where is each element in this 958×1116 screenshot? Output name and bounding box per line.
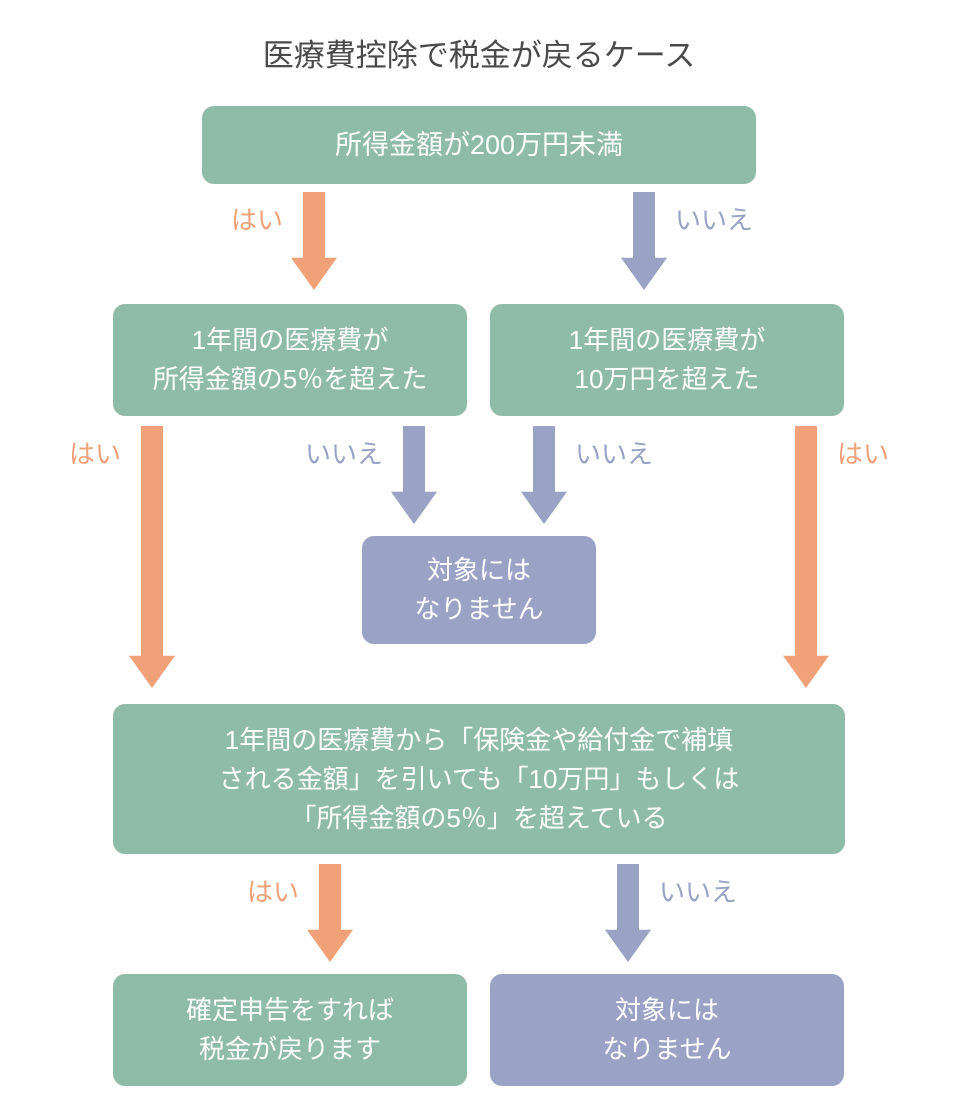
arrow-a7 bbox=[307, 864, 353, 962]
flow-node-text: 1年間の医療費が 10万円を超えた bbox=[569, 321, 765, 399]
flow-node-n4: 1年間の医療費から「保険金や給付金で補填 される金額」を引いても「10万円」もし… bbox=[113, 704, 845, 854]
arrow-label-a1: はい bbox=[231, 200, 283, 237]
flow-node-text: 確定申告をすれば 税金が戻ります bbox=[186, 991, 394, 1069]
flow-node-text: 1年間の医療費が 所得金額の5％を超えた bbox=[153, 321, 427, 399]
flow-node-text: 対象には なりません bbox=[414, 551, 543, 629]
flow-node-n5a: 確定申告をすれば 税金が戻ります bbox=[113, 974, 467, 1086]
arrow-a5 bbox=[521, 426, 567, 524]
diagram-title: 医療費控除で税金が戻るケース bbox=[0, 30, 958, 75]
arrow-a1 bbox=[291, 192, 337, 290]
arrow-a6 bbox=[783, 426, 829, 688]
arrow-a8 bbox=[605, 864, 651, 962]
arrow-label-a4: いいえ bbox=[305, 434, 383, 471]
arrow-a2 bbox=[621, 192, 667, 290]
flow-node-n5b: 対象には なりません bbox=[490, 974, 844, 1086]
arrow-label-a6: はい bbox=[837, 434, 889, 471]
flow-node-n3: 対象には なりません bbox=[362, 536, 596, 644]
flow-node-n2a: 1年間の医療費が 所得金額の5％を超えた bbox=[113, 304, 467, 416]
flowchart-canvas: 医療費控除で税金が戻るケース 所得金額が200万円未満 1年間の医療費が 所得金額… bbox=[0, 0, 958, 1116]
flow-node-text: 1年間の医療費から「保険金や給付金で補填 される金額」を引いても「10万円」もし… bbox=[219, 721, 740, 838]
arrow-a3 bbox=[129, 426, 175, 688]
flow-node-text: 所得金額が200万円未満 bbox=[335, 125, 623, 166]
arrow-label-a5: いいえ bbox=[575, 434, 653, 471]
arrow-label-a2: いいえ bbox=[675, 200, 753, 237]
flow-node-n2b: 1年間の医療費が 10万円を超えた bbox=[490, 304, 844, 416]
flow-node-text: 対象には なりません bbox=[602, 991, 731, 1069]
arrow-label-a7: はい bbox=[247, 872, 299, 909]
arrow-label-a3: はい bbox=[69, 434, 121, 471]
flow-node-n1: 所得金額が200万円未満 bbox=[202, 106, 756, 184]
arrow-a4 bbox=[391, 426, 437, 524]
arrow-label-a8: いいえ bbox=[659, 872, 737, 909]
